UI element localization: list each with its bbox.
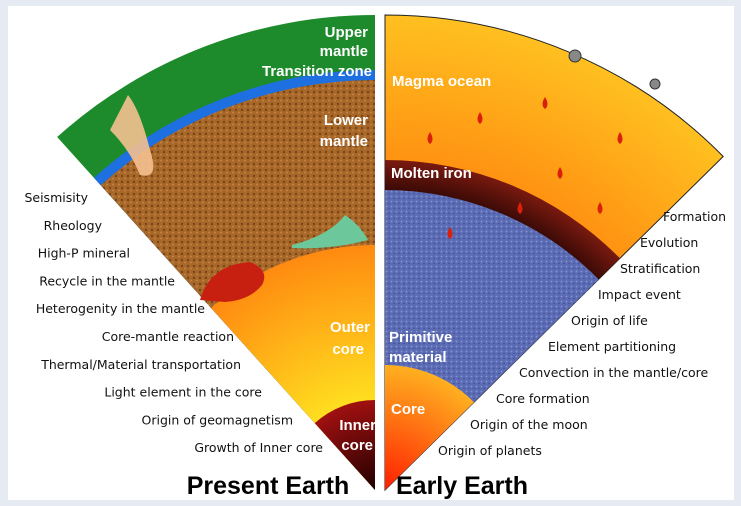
layer: Magma ocean <box>392 73 491 90</box>
wedges <box>57 14 724 492</box>
labels: Upper mantle Transition zone Lower mantle Out… <box>24 24 726 500</box>
topic: Convection in the mantle/core <box>519 365 708 380</box>
blob <box>292 215 368 249</box>
topic: Core-mantle reaction <box>102 329 234 344</box>
layer: Primitive <box>389 329 452 346</box>
topic: Core formation <box>496 391 590 406</box>
topic: Origin of the moon <box>470 417 588 432</box>
layer: mantle <box>320 43 368 60</box>
layer: Molten iron <box>391 165 472 182</box>
topic: Impact event <box>598 287 681 302</box>
droplet <box>427 132 433 144</box>
droplet <box>542 97 548 109</box>
big: Early Earth <box>396 472 528 500</box>
topic: Rheology <box>44 218 103 233</box>
layer: core <box>332 341 364 358</box>
topic: Element partitioning <box>548 339 676 354</box>
layer: core <box>341 437 373 454</box>
droplet <box>477 112 483 124</box>
topic: Recycle in the mantle <box>39 273 175 288</box>
layer: Core <box>391 401 425 418</box>
droplet <box>517 202 523 214</box>
big: Present Earth <box>187 472 350 500</box>
droplet <box>447 227 453 239</box>
topic: Thermal/Material transportation <box>40 357 241 372</box>
topic: Stratification <box>620 261 700 276</box>
slab <box>110 95 154 176</box>
blob <box>200 262 265 302</box>
topic: High-P mineral <box>38 246 130 261</box>
layer: mantle <box>320 133 368 150</box>
layer: Transition zone <box>262 63 372 80</box>
topic: Growth of Inner core <box>194 440 323 455</box>
early-core <box>385 365 475 490</box>
droplet <box>597 202 603 214</box>
topic: Evolution <box>640 235 698 250</box>
inner-core <box>314 400 375 490</box>
topic: Seismisity <box>24 190 88 205</box>
topic: Formation <box>663 209 726 224</box>
impactor <box>568 49 582 63</box>
topic: Origin of planets <box>438 443 542 458</box>
layer: Lower <box>324 112 368 129</box>
layer: material <box>389 349 447 366</box>
droplet <box>617 132 623 144</box>
topic: Light element in the core <box>104 385 262 400</box>
layer: Inner <box>339 417 376 434</box>
topic: Origin of geomagnetism <box>142 412 294 427</box>
topic: Origin of life <box>571 313 648 328</box>
layer: Upper <box>325 24 369 41</box>
rim <box>384 14 724 492</box>
layer: Outer <box>330 319 370 336</box>
droplet <box>557 167 563 179</box>
impactor <box>649 78 661 90</box>
topic: Heterogenity in the mantle <box>36 301 205 316</box>
